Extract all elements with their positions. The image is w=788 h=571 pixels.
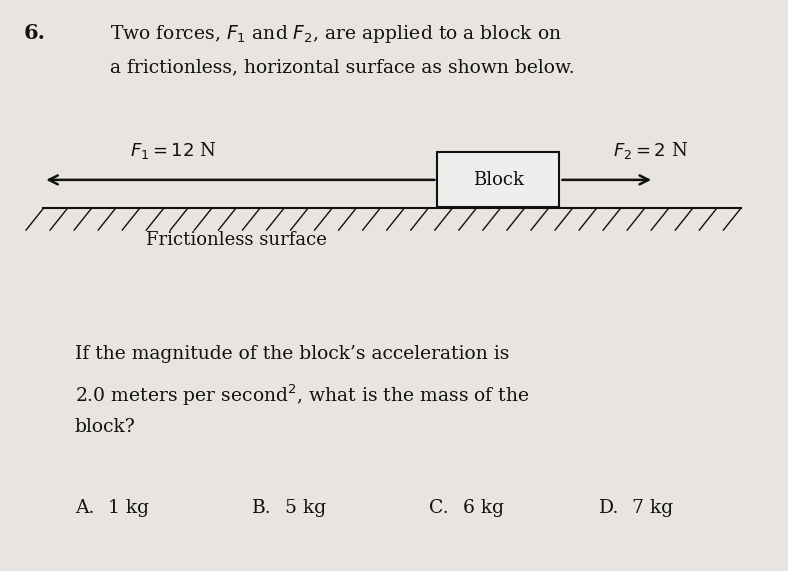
Text: 6 kg: 6 kg xyxy=(463,498,504,517)
Text: D.: D. xyxy=(599,498,619,517)
Text: Frictionless surface: Frictionless surface xyxy=(146,231,327,250)
Text: If the magnitude of the block’s acceleration is: If the magnitude of the block’s accelera… xyxy=(75,345,509,364)
Bar xyxy=(437,152,559,207)
Text: 1 kg: 1 kg xyxy=(108,498,149,517)
Text: Two forces, $F_1$ and $F_2$, are applied to a block on: Two forces, $F_1$ and $F_2$, are applied… xyxy=(110,23,562,45)
Text: B.: B. xyxy=(252,498,272,517)
Text: 2.0 meters per second$^2$, what is the mass of the: 2.0 meters per second$^2$, what is the m… xyxy=(75,383,530,408)
Text: A.: A. xyxy=(75,498,95,517)
Text: 5 kg: 5 kg xyxy=(285,498,326,517)
Text: 7 kg: 7 kg xyxy=(632,498,673,517)
Text: Block: Block xyxy=(473,171,524,188)
Text: $F_2 = 2$ N: $F_2 = 2$ N xyxy=(612,140,688,161)
Text: C.: C. xyxy=(429,498,449,517)
Text: a frictionless, horizontal surface as shown below.: a frictionless, horizontal surface as sh… xyxy=(110,58,575,77)
Text: block?: block? xyxy=(75,418,136,436)
Text: 6.: 6. xyxy=(24,23,46,43)
Text: $F_1 = 12$ N: $F_1 = 12$ N xyxy=(130,140,217,161)
